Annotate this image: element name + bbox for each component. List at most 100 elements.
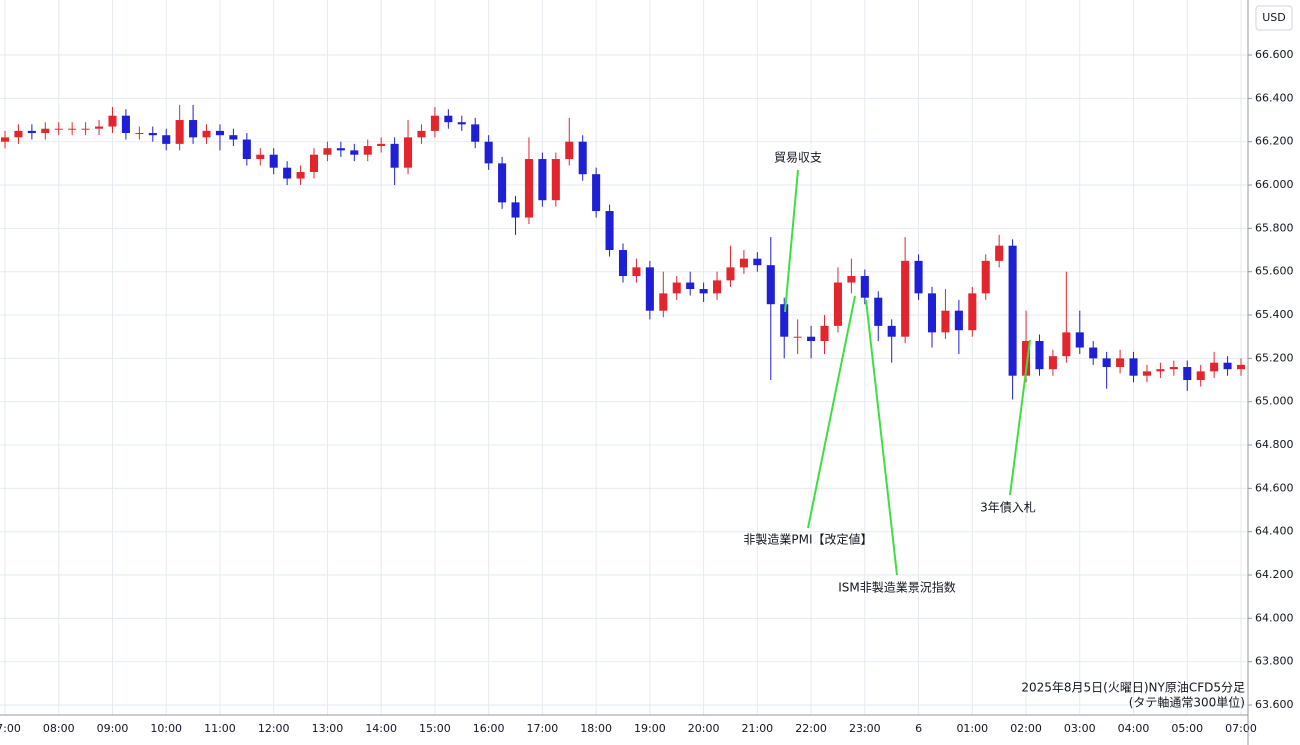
candle-body <box>1210 362 1219 372</box>
candle-body <box>390 143 399 168</box>
candle-body <box>1129 358 1138 376</box>
x-tick-label: 07:00 <box>0 722 21 735</box>
candle-body <box>484 141 493 164</box>
y-tick-label: 65.200 <box>1255 351 1294 364</box>
y-tick-label: 63.800 <box>1255 655 1294 668</box>
candle-body <box>941 310 950 333</box>
candle-body <box>659 293 668 311</box>
candle-body <box>27 130 36 134</box>
candle-body <box>605 211 614 251</box>
x-tick-label: 14:00 <box>365 722 397 735</box>
candle-body <box>1062 332 1071 357</box>
x-tick-label: 09:00 <box>97 722 129 735</box>
candle-body <box>981 260 990 294</box>
x-tick-label: 02:00 <box>1010 722 1042 735</box>
candle-body <box>847 276 856 283</box>
candle-body <box>565 141 574 160</box>
x-tick-label: 04:00 <box>1118 722 1150 735</box>
candle-body <box>1196 371 1205 381</box>
candle-body <box>753 258 762 266</box>
y-tick-label: 66.200 <box>1255 135 1294 148</box>
candle-body <box>81 128 90 130</box>
candle-body <box>618 250 628 277</box>
candle-body <box>350 150 359 155</box>
candle-body <box>417 130 426 138</box>
candle-body <box>1102 358 1111 368</box>
x-tick-label: 23:00 <box>849 722 881 735</box>
candle-body <box>323 148 332 155</box>
annotation-line <box>807 295 856 529</box>
candle-body <box>524 159 533 218</box>
y-tick-label: 64.600 <box>1255 481 1294 494</box>
candle-body <box>283 167 292 179</box>
x-tick-label: 12:00 <box>258 722 290 735</box>
y-tick-label: 65.600 <box>1255 265 1294 278</box>
candle-body <box>309 154 319 173</box>
candle-body <box>551 159 560 201</box>
candle-body <box>336 148 345 151</box>
y-tick-label: 64.400 <box>1255 525 1294 538</box>
x-tick-label: 15:00 <box>419 722 451 735</box>
candle-body <box>833 282 842 326</box>
candle-body <box>780 304 789 337</box>
candle-body <box>189 120 198 138</box>
annotation-line <box>865 299 898 576</box>
candle-body <box>914 260 923 294</box>
candle-body <box>498 163 507 203</box>
candle-body <box>592 174 601 212</box>
candle-body <box>739 258 748 268</box>
candle-body <box>954 310 963 331</box>
x-tick-label: 21:00 <box>741 722 773 735</box>
annotation-label: ISM非製造業景況指数 <box>838 580 956 595</box>
candle-body <box>1142 371 1151 376</box>
y-tick-label: 65.000 <box>1255 395 1294 408</box>
candle-body <box>578 141 587 175</box>
candle-body <box>686 282 695 290</box>
candle-body <box>404 137 413 168</box>
candle-body <box>901 260 910 337</box>
x-tick-label: 6 <box>915 722 922 735</box>
candle-body <box>699 289 708 294</box>
x-tick-label: 20:00 <box>688 722 720 735</box>
candle-body <box>296 172 305 179</box>
candle-body <box>538 159 547 201</box>
candle-body <box>363 146 372 155</box>
x-tick-label: 07:00 <box>1225 722 1257 735</box>
candle-body <box>229 135 238 140</box>
currency-label: USD <box>1262 11 1286 24</box>
x-tick-label: 22:00 <box>795 722 827 735</box>
candle-body <box>632 267 641 277</box>
y-tick-label: 66.600 <box>1255 48 1294 61</box>
y-tick-label: 65.800 <box>1255 221 1294 234</box>
candle-body <box>471 124 480 142</box>
y-tick-label: 66.400 <box>1255 91 1294 104</box>
x-tick-label: 10:00 <box>150 722 182 735</box>
candle-body <box>672 282 681 294</box>
candle-body <box>108 115 117 127</box>
candle-body <box>1022 341 1031 376</box>
candle-body <box>820 325 829 342</box>
candle-body <box>726 267 735 281</box>
x-tick-label: 11:00 <box>204 722 236 735</box>
candle-body <box>887 325 896 337</box>
y-tick-label: 65.400 <box>1255 308 1294 321</box>
candle-body <box>1075 332 1084 348</box>
candle-body <box>95 126 104 129</box>
candle-body <box>1035 341 1044 370</box>
candle-body <box>377 143 386 147</box>
annotation-line <box>784 169 799 313</box>
x-tick-label: 03:00 <box>1064 722 1096 735</box>
footer-note: 2025年8月5日(火曜日)NY原油CFD5分足 <box>1021 681 1245 695</box>
candle-body <box>269 154 278 168</box>
candle-body <box>927 293 937 333</box>
candle-body <box>457 122 466 125</box>
annotation-label: 3年債入札 <box>980 500 1036 515</box>
candle-body <box>54 128 63 130</box>
candle-body <box>148 133 157 136</box>
candle-body <box>1008 245 1017 376</box>
y-tick-label: 66.000 <box>1255 178 1294 191</box>
annotation-label: 貿易収支 <box>774 151 822 165</box>
candle-body <box>242 139 251 160</box>
annotation-label: 非製造業PMI【改定値】 <box>743 532 872 547</box>
candle-body <box>256 154 265 160</box>
